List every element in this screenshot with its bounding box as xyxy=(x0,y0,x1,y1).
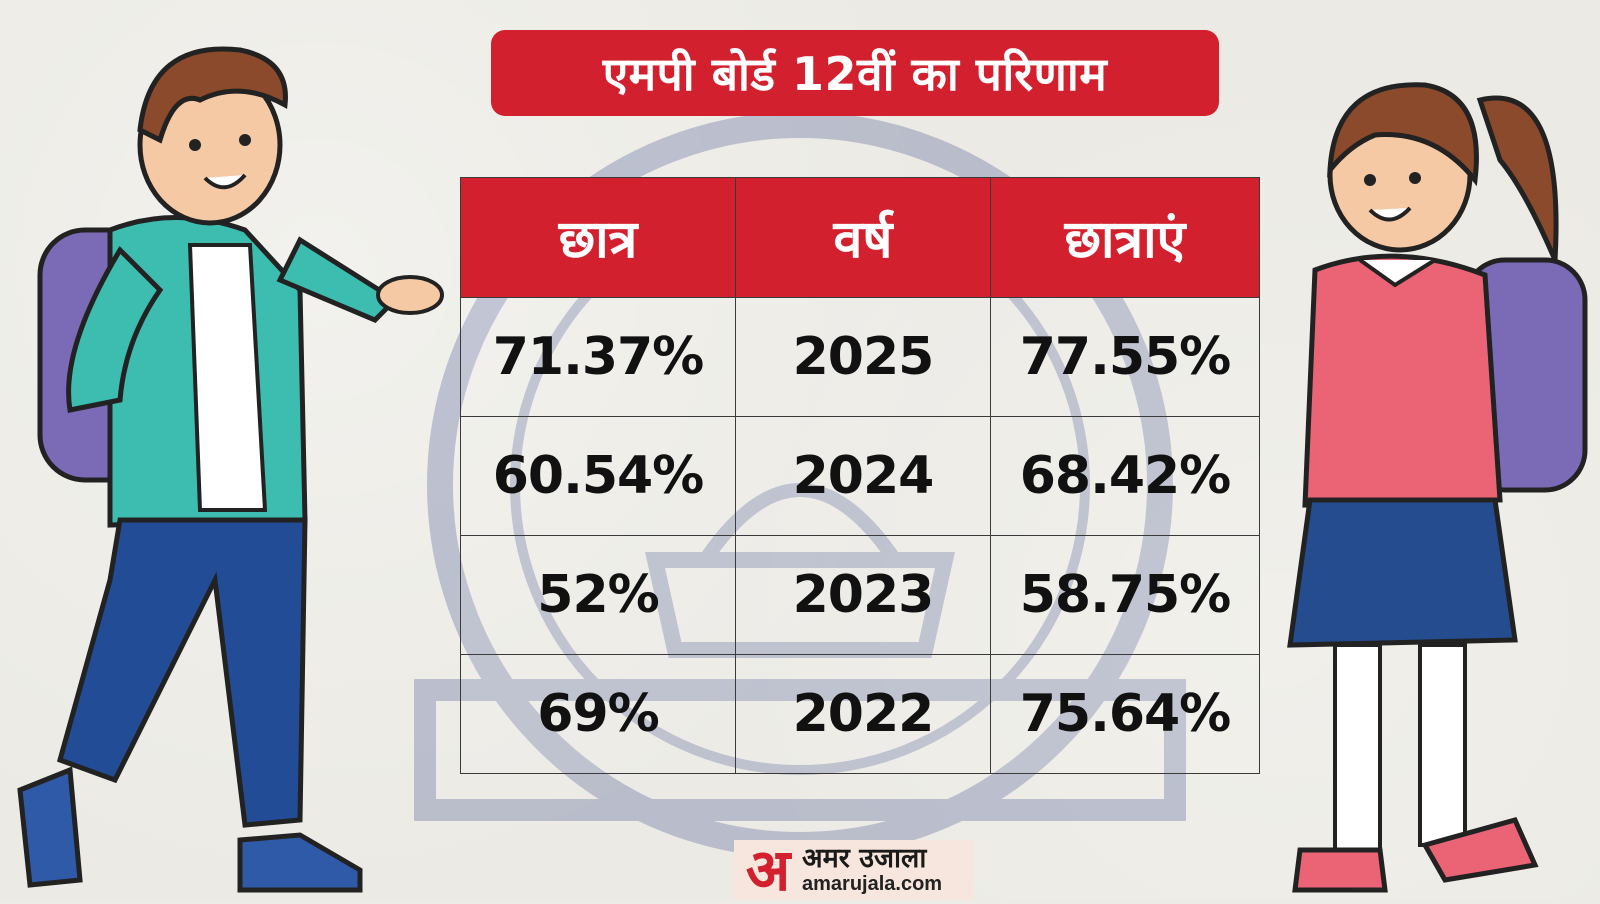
girls-pass-percentage: 68.42% xyxy=(990,416,1260,536)
year-cell: 2024 xyxy=(735,416,991,536)
boys-pass-percentage: 69% xyxy=(460,654,736,774)
girls-pass-percentage: 77.55% xyxy=(990,297,1260,417)
year-cell: 2022 xyxy=(735,654,991,774)
logo-brand: अमर उजाला xyxy=(802,843,927,875)
logo-domain: amarujala.com xyxy=(802,872,943,895)
boys-pass-percentage: 71.37% xyxy=(460,297,736,417)
logo-texts: अमर उजाला amarujala.com xyxy=(802,843,943,895)
logo-mark-icon: अ xyxy=(745,836,791,904)
table-row: 69% 2022 75.64% xyxy=(460,654,1260,774)
year-cell: 2023 xyxy=(735,535,991,655)
girl-student-icon xyxy=(1287,82,1588,893)
boy-student-icon xyxy=(17,46,444,893)
girls-pass-percentage: 75.64% xyxy=(990,654,1260,774)
amar-ujala-logo: अ अमर उजाला amarujala.com xyxy=(734,840,974,900)
page-title: एमपी बोर्ड 12वीं का परिणाम xyxy=(602,47,1108,101)
table-row: 52% 2023 58.75% xyxy=(460,535,1260,655)
girls-pass-percentage: 58.75% xyxy=(990,535,1260,655)
table-header-row: छात्र वर्ष छात्राएं xyxy=(460,177,1260,298)
table-row: 71.37% 2025 77.55% xyxy=(460,297,1260,417)
year-cell: 2025 xyxy=(735,297,991,417)
boys-pass-percentage: 60.54% xyxy=(460,416,736,536)
table-row: 60.54% 2024 68.42% xyxy=(460,416,1260,536)
boys-pass-percentage: 52% xyxy=(460,535,736,655)
column-header-boys: छात्र xyxy=(460,177,736,298)
title-banner: एमपी बोर्ड 12वीं का परिणाम xyxy=(491,30,1219,116)
column-header-year: वर्ष xyxy=(735,177,991,298)
column-header-girls: छात्राएं xyxy=(990,177,1260,298)
results-table: छात्र वर्ष छात्राएं 71.37% 2025 77.55% 6… xyxy=(460,177,1260,774)
